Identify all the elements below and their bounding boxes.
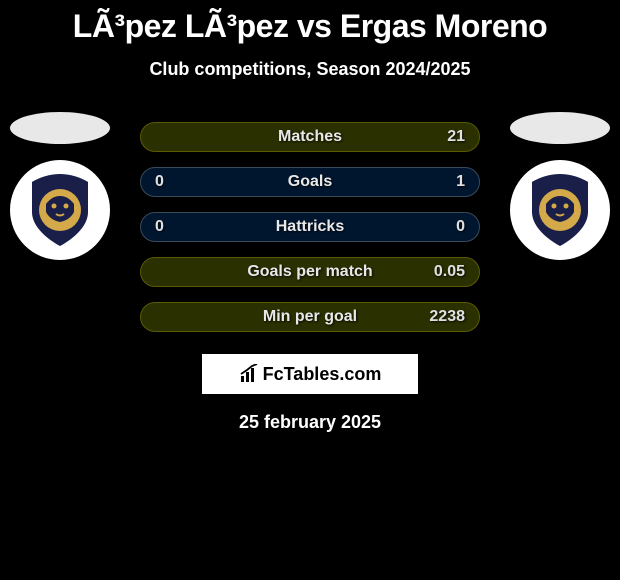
stat-value-right: 2238: [425, 308, 465, 326]
page-subtitle: Club competitions, Season 2024/2025: [0, 59, 620, 80]
stat-row: 0Goals1: [140, 167, 480, 197]
stat-row: Matches21: [140, 122, 480, 152]
player-right-club-badge: [510, 160, 610, 260]
stat-rows: Matches21 0Goals1 0Hattricks0 Goals per mat…: [140, 122, 480, 332]
club-shield-icon: [522, 170, 598, 250]
branding-chart-icon: [239, 364, 259, 384]
stat-value-right: 0.05: [425, 263, 465, 281]
page-title: LÃ³pez LÃ³pez vs Ergas Moreno: [0, 8, 620, 45]
player-left-column: [10, 112, 110, 260]
player-right-column: [510, 112, 610, 260]
stat-row: 0Hattricks0: [140, 212, 480, 242]
comparison-area: Matches21 0Goals1 0Hattricks0 Goals per mat…: [0, 122, 620, 332]
stat-value-right: 0: [425, 218, 465, 236]
date-label: 25 february 2025: [0, 412, 620, 433]
player-right-photo-placeholder: [510, 112, 610, 144]
stat-value-right: 1: [425, 173, 465, 191]
comparison-card: LÃ³pez LÃ³pez vs Ergas Moreno Club compe…: [0, 0, 620, 433]
player-left-photo-placeholder: [10, 112, 110, 144]
branding-badge: FcTables.com: [202, 354, 418, 394]
club-shield-icon: [22, 170, 98, 250]
stat-row: Min per goal2238: [140, 302, 480, 332]
stat-value-right: 21: [425, 128, 465, 146]
branding-text: FcTables.com: [263, 364, 382, 385]
stat-row: Goals per match0.05: [140, 257, 480, 287]
player-left-club-badge: [10, 160, 110, 260]
